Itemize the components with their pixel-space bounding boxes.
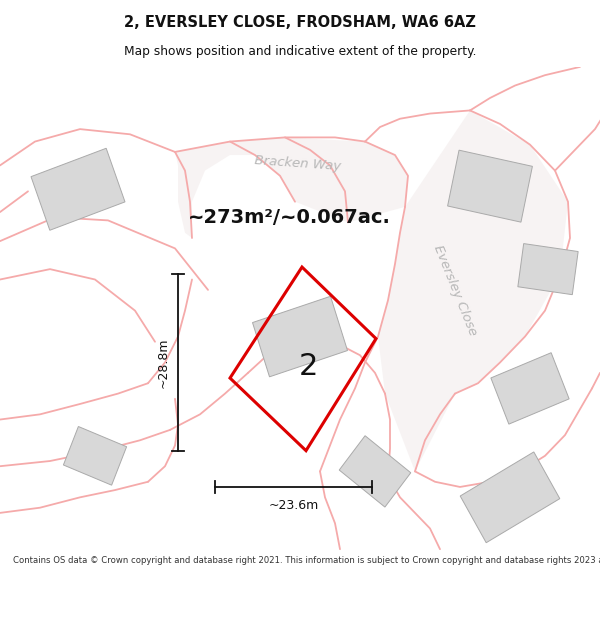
Polygon shape: [491, 352, 569, 424]
Polygon shape: [253, 296, 347, 377]
Polygon shape: [31, 148, 125, 230]
Text: ~28.8m: ~28.8m: [157, 338, 170, 388]
Polygon shape: [175, 138, 408, 238]
Text: Bracken Way: Bracken Way: [254, 154, 342, 173]
Polygon shape: [460, 452, 560, 542]
Text: Contains OS data © Crown copyright and database right 2021. This information is : Contains OS data © Crown copyright and d…: [13, 556, 600, 566]
Text: 2, EVERSLEY CLOSE, FRODSHAM, WA6 6AZ: 2, EVERSLEY CLOSE, FRODSHAM, WA6 6AZ: [124, 15, 476, 30]
Polygon shape: [339, 436, 411, 507]
Text: Map shows position and indicative extent of the property.: Map shows position and indicative extent…: [124, 45, 476, 58]
Polygon shape: [448, 150, 532, 222]
Polygon shape: [518, 244, 578, 294]
Polygon shape: [64, 426, 127, 485]
Text: ~23.6m: ~23.6m: [268, 499, 319, 512]
Text: Eversley Close: Eversley Close: [431, 242, 479, 337]
Polygon shape: [378, 111, 568, 471]
Text: ~273m²/~0.067ac.: ~273m²/~0.067ac.: [188, 208, 391, 227]
Text: 2: 2: [299, 352, 318, 381]
